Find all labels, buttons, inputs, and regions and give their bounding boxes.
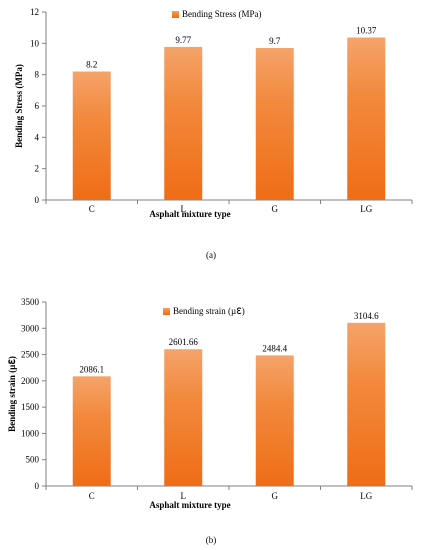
y-tick-label: 1000 bbox=[21, 428, 40, 438]
bar bbox=[72, 71, 111, 201]
legend: Bending Stress (MPa) bbox=[172, 9, 262, 19]
x-axis-title: Asphalt mixture type bbox=[149, 209, 230, 219]
y-tick-label: 10 bbox=[30, 38, 40, 48]
data-label: 8.2 bbox=[86, 60, 97, 70]
legend-label: Bending Stress (MPa) bbox=[182, 9, 262, 19]
x-tick-label: G bbox=[272, 204, 279, 214]
y-axis-title: Bending Stress (MPa) bbox=[14, 64, 24, 148]
y-tick-label: 3000 bbox=[21, 323, 40, 333]
y-axis-title: Bending strain (µℇ) bbox=[7, 356, 17, 432]
bending-stress-chart: 0 2 4 6 8 10 12 8.2 C 9.77 L 9.7 G 10.37 LG Bending Str… bbox=[14, 7, 413, 260]
panel-label: (a) bbox=[206, 250, 216, 260]
y-tick-label: 2 bbox=[35, 164, 40, 174]
data-label: 2601.66 bbox=[169, 337, 199, 347]
y-tick-label: 12 bbox=[30, 7, 39, 17]
data-label: 2484.4 bbox=[262, 343, 287, 353]
data-label: 9.7 bbox=[269, 36, 281, 46]
y-tick-label: 8 bbox=[35, 70, 40, 80]
x-tick-label: L bbox=[181, 204, 187, 214]
bar bbox=[255, 355, 294, 486]
bar bbox=[255, 48, 294, 201]
legend-swatch bbox=[172, 11, 179, 18]
y-tick-label: 2500 bbox=[21, 350, 40, 360]
y-tick-label: 2000 bbox=[21, 376, 40, 386]
bar bbox=[164, 46, 203, 200]
x-tick-label: LG bbox=[360, 491, 372, 501]
bar bbox=[72, 376, 111, 486]
legend: Bending strain (µℇ) bbox=[163, 306, 245, 316]
x-axis-title: Asphalt mixture type bbox=[149, 500, 230, 510]
legend-label: Bending strain (µℇ) bbox=[173, 306, 245, 316]
x-tick-label: LG bbox=[360, 204, 372, 214]
x-tick-label: G bbox=[272, 491, 279, 501]
data-label: 10.37 bbox=[356, 26, 377, 36]
y-tick-label: 500 bbox=[26, 455, 40, 465]
bending-strain-chart: 0 500 1000 1500 2000 2500 3000 3500 2086.1 C 2601.… bbox=[7, 297, 413, 545]
data-label: 9.77 bbox=[175, 35, 191, 45]
x-tick-label: C bbox=[89, 204, 95, 214]
data-label: 3104.6 bbox=[354, 311, 379, 321]
bar bbox=[347, 37, 386, 200]
y-tick-label: 3500 bbox=[21, 297, 40, 307]
y-tick-label: 4 bbox=[35, 132, 40, 142]
bar bbox=[347, 322, 386, 486]
y-tick-label: 1500 bbox=[21, 402, 40, 412]
y-tick-label: 6 bbox=[35, 101, 40, 111]
legend-swatch bbox=[163, 308, 170, 315]
y-tick-label: 0 bbox=[35, 481, 40, 491]
x-tick-label: C bbox=[89, 491, 95, 501]
bar bbox=[164, 349, 203, 486]
x-tick-label: L bbox=[181, 491, 187, 501]
y-tick-label: 0 bbox=[35, 195, 40, 205]
data-label: 2086.1 bbox=[79, 364, 104, 374]
panel-label: (b) bbox=[206, 535, 217, 545]
